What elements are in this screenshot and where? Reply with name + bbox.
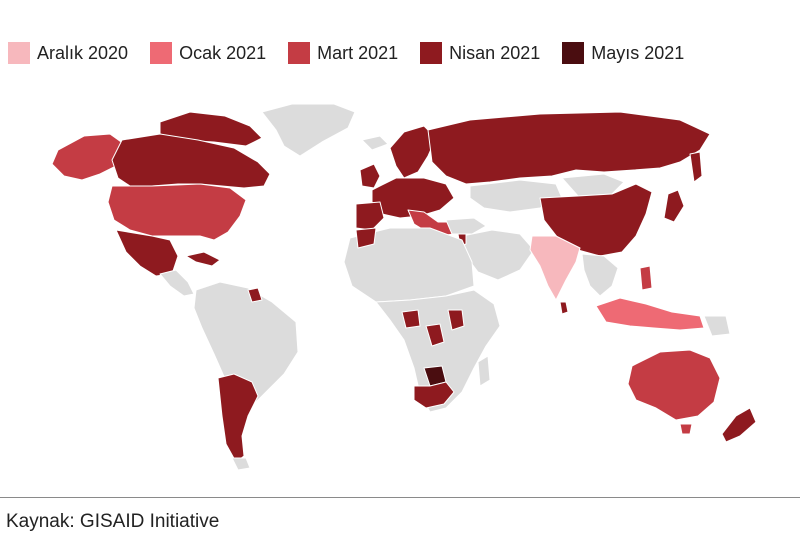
world-map-svg xyxy=(51,103,757,471)
footer-divider xyxy=(0,497,800,498)
indonesia xyxy=(595,297,705,331)
legend-label: Nisan 2021 xyxy=(449,42,541,63)
legend-item-nisan-2021: Nisan 2021 xyxy=(420,42,540,64)
caribbean xyxy=(185,251,221,267)
iceland xyxy=(361,135,389,151)
morocco xyxy=(355,227,377,249)
argentina-chile xyxy=(217,373,259,463)
uk-ireland xyxy=(359,163,381,189)
suriname xyxy=(247,287,263,303)
scandinavia xyxy=(389,125,437,179)
alaska xyxy=(51,133,125,181)
legend-swatch xyxy=(8,42,30,64)
world-map xyxy=(0,90,800,490)
legend-item-ocak-2021: Ocak 2021 xyxy=(150,42,266,64)
central-asia xyxy=(469,179,563,213)
papua xyxy=(703,315,731,337)
map-legend: Aralık 2020 Ocak 2021 Mart 2021 Nisan 20… xyxy=(8,40,706,66)
usa xyxy=(107,183,247,241)
mongolia xyxy=(561,173,625,197)
new-zealand xyxy=(721,407,757,443)
legend-label: Aralık 2020 xyxy=(37,42,129,63)
nigeria xyxy=(401,309,421,329)
legend-swatch xyxy=(562,42,585,64)
source-credit: Kaynak: GISAID Initiative xyxy=(6,511,220,532)
north-africa xyxy=(343,227,475,303)
mexico xyxy=(115,229,179,277)
turkey xyxy=(445,217,487,235)
legend-label: Mart 2021 xyxy=(317,42,399,63)
legend-item-mart-2021: Mart 2021 xyxy=(288,42,398,64)
greenland xyxy=(261,103,356,157)
legend-item-mayis-2021: Mayıs 2021 xyxy=(562,42,684,64)
japan xyxy=(663,189,685,223)
sri-lanka xyxy=(559,301,569,315)
kamchatka xyxy=(689,151,703,183)
angola xyxy=(425,323,445,347)
australia xyxy=(627,349,721,421)
legend-swatch xyxy=(150,42,173,64)
legend-label: Mayıs 2021 xyxy=(591,42,685,63)
canada xyxy=(111,133,271,189)
central-america xyxy=(159,269,195,297)
philippines xyxy=(639,265,653,291)
russia xyxy=(427,111,711,185)
legend-item-aralik-2020: Aralık 2020 xyxy=(8,42,128,64)
madagascar xyxy=(477,355,491,387)
legend-label: Ocak 2021 xyxy=(179,42,267,63)
india xyxy=(529,235,581,301)
tierra-del-fuego xyxy=(231,457,251,471)
south-africa xyxy=(413,381,455,409)
legend-swatch xyxy=(420,42,443,64)
legend-swatch xyxy=(288,42,311,64)
southeast-asia xyxy=(581,253,619,297)
tasmania xyxy=(679,423,693,435)
kenya xyxy=(447,309,465,331)
iberia xyxy=(355,201,385,231)
